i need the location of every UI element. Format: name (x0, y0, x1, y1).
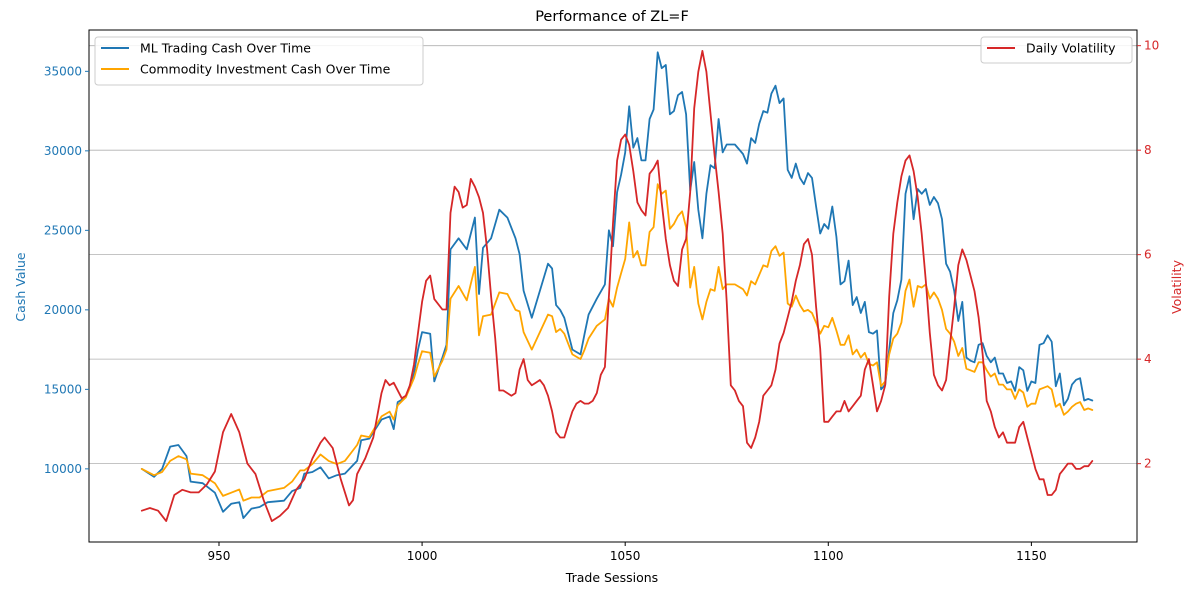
y-right-tick-label: 8 (1144, 143, 1152, 157)
x-axis-label: Trade Sessions (565, 570, 658, 585)
y-left-tick-label: 30000 (44, 144, 82, 158)
y-left-tick-label: 25000 (44, 223, 82, 237)
x-tick-label: 1050 (610, 549, 641, 563)
legend-ml-label: ML Trading Cash Over Time (140, 41, 311, 56)
x-tick-label: 1150 (1016, 549, 1047, 563)
x-tick-label: 950 (208, 549, 231, 563)
legend-right: Daily Volatility (980, 36, 1133, 64)
series-ml-trading-cash-line (140, 51, 1094, 519)
y-axis-right: 2 4 6 8 10 (1137, 39, 1159, 471)
plot-frame (88, 29, 1138, 543)
series-daily-volatility-line (140, 50, 1094, 522)
series-layer (140, 50, 1094, 522)
x-axis: 950 1000 1050 1100 1150 (208, 542, 1047, 563)
legend-right-box (980, 36, 1133, 64)
chart-title: Performance of ZL=F (535, 9, 689, 25)
y-right-tick-label: 10 (1144, 39, 1159, 53)
y-right-tick-label: 6 (1144, 248, 1152, 262)
series-commodity-cash-line (140, 183, 1094, 502)
legend-volatility-label: Daily Volatility (1026, 41, 1116, 56)
legend-left: ML Trading Cash Over Time Commodity Inve… (94, 36, 424, 86)
legend-left-box (94, 36, 424, 86)
y-axis-left-label: Cash Value (13, 252, 28, 321)
y-left-tick-label: 15000 (44, 382, 82, 396)
x-tick-label: 1100 (813, 549, 844, 563)
y-right-tick-label: 2 (1144, 457, 1152, 471)
y-axis-right-label: Volatility (1169, 259, 1184, 314)
y-left-tick-label: 20000 (44, 303, 82, 317)
y-left-tick-label: 10000 (44, 462, 82, 476)
legend-commodity-label: Commodity Investment Cash Over Time (140, 62, 391, 77)
y-left-tick-label: 35000 (44, 64, 82, 78)
x-tick-label: 1000 (407, 549, 438, 563)
y-right-tick-label: 4 (1144, 352, 1152, 366)
y-axis-left: 10000 15000 20000 25000 30000 35000 (44, 64, 89, 476)
